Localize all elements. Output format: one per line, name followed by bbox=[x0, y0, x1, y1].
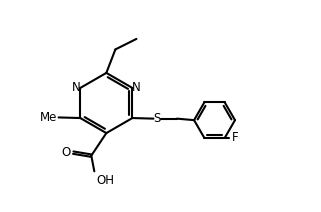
Text: O: O bbox=[62, 145, 71, 159]
Text: OH: OH bbox=[97, 174, 115, 187]
Text: F: F bbox=[231, 131, 238, 144]
Text: S: S bbox=[153, 112, 160, 125]
Text: N: N bbox=[72, 81, 81, 94]
Text: Me: Me bbox=[40, 111, 57, 124]
Text: N: N bbox=[132, 81, 140, 94]
